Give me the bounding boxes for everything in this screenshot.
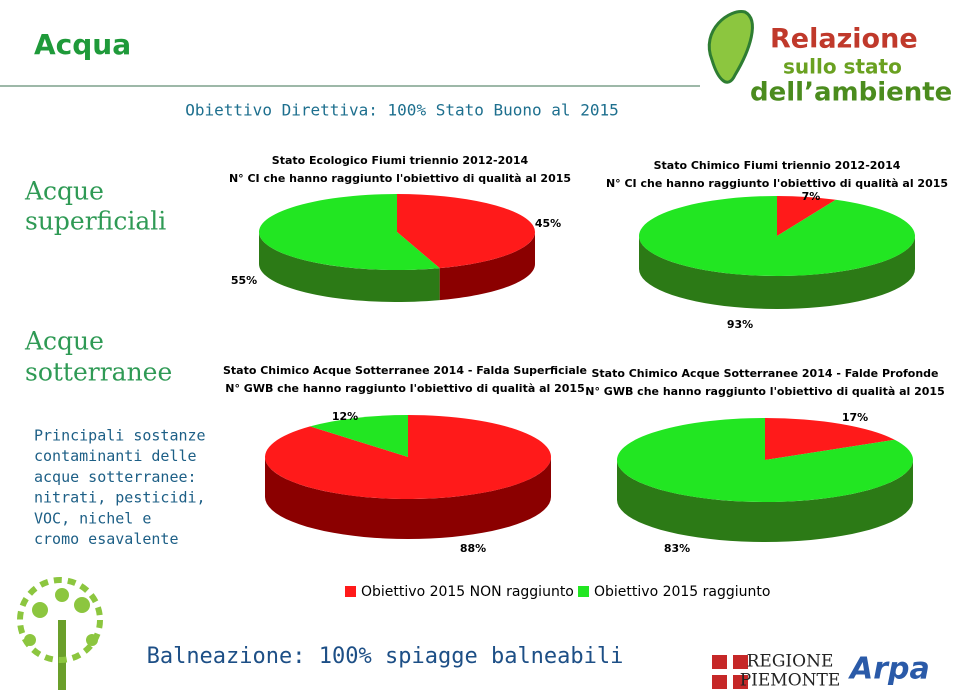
slice-top bbox=[310, 415, 408, 457]
chart-subtitle: N° GWB che hanno raggiunto l'obiettivo d… bbox=[225, 382, 584, 395]
note-line: nitrati, pesticidi, bbox=[34, 489, 206, 507]
value-label: 55% bbox=[231, 274, 257, 287]
slide-title: Acqua bbox=[34, 28, 131, 61]
logo-arpa: Arpa bbox=[848, 652, 930, 687]
logo-region: REGIONE PIEMONTE bbox=[712, 652, 840, 691]
pie-slice bbox=[310, 415, 408, 457]
subtitle: Obiettivo Direttiva: 100% Stato Buono al… bbox=[185, 101, 618, 120]
slice-top bbox=[639, 196, 915, 276]
value-label: 88% bbox=[460, 542, 486, 555]
slice-top bbox=[265, 415, 552, 499]
chart: Stato Ecologico Fiumi triennio 2012-2014… bbox=[229, 154, 571, 302]
slice-side bbox=[259, 232, 440, 302]
value-label: 93% bbox=[727, 318, 753, 331]
logo-text: REGIONE bbox=[747, 652, 834, 672]
pie-slice bbox=[616, 418, 913, 542]
pie-slice bbox=[639, 196, 915, 309]
legend-label: Obiettivo 2015 raggiunto bbox=[594, 584, 770, 600]
legend-swatch bbox=[345, 586, 356, 597]
section-heading: Acque bbox=[24, 177, 104, 206]
logo-text: Relazione bbox=[770, 24, 918, 55]
pie-slice bbox=[258, 194, 440, 302]
slice-side bbox=[617, 460, 913, 542]
chart: Stato Chimico Acque Sotterranee 2014 - F… bbox=[585, 367, 944, 555]
slice-side bbox=[439, 232, 535, 301]
chart-title: Stato Ecologico Fiumi triennio 2012-2014 bbox=[272, 154, 529, 167]
note-line: cromo esavalente bbox=[34, 530, 179, 548]
slice-top bbox=[777, 196, 836, 236]
slice-top bbox=[397, 194, 535, 269]
note-line: VOC, nichel e bbox=[34, 509, 151, 527]
note-line: Principali sostanze bbox=[34, 427, 206, 445]
section-heading: superficiali bbox=[25, 207, 166, 236]
pie-slice bbox=[777, 196, 836, 236]
chart-title: Stato Chimico Acque Sotterranee 2014 - F… bbox=[223, 364, 587, 377]
chart-subtitle: N° CI che hanno raggiunto l'obiettivo di… bbox=[606, 177, 948, 190]
logo: Relazione sullo stato dell’ambiente bbox=[707, 10, 952, 108]
slice-top bbox=[258, 194, 440, 271]
value-label: 45% bbox=[535, 217, 561, 230]
chart-title: Stato Chimico Fiumi triennio 2012-2014 bbox=[654, 159, 901, 172]
legend-swatch bbox=[578, 586, 589, 597]
pie-slice bbox=[265, 415, 552, 539]
value-label: 83% bbox=[664, 542, 690, 555]
legend-label: Obiettivo 2015 NON raggiunto bbox=[361, 584, 574, 600]
value-label: 7% bbox=[802, 190, 821, 203]
slice-side bbox=[265, 457, 551, 539]
logo-text: Arpa bbox=[848, 652, 930, 687]
pie-slice bbox=[765, 418, 895, 460]
pie-slice bbox=[397, 194, 535, 301]
logo-text: sullo stato bbox=[783, 55, 902, 79]
chart: Stato Chimico Acque Sotterranee 2014 - F… bbox=[223, 364, 587, 555]
value-label: 12% bbox=[332, 410, 358, 423]
section-heading: sotterranee bbox=[25, 358, 172, 387]
section-heading: Acque bbox=[24, 327, 104, 356]
logo-text: PIEMONTE bbox=[740, 671, 841, 691]
value-label: 17% bbox=[842, 411, 868, 424]
slice-top bbox=[765, 418, 895, 460]
chart-subtitle: N° GWB che hanno raggiunto l'obiettivo d… bbox=[585, 385, 944, 398]
logo-text: dell’ambiente bbox=[750, 78, 952, 108]
slice-top bbox=[616, 418, 913, 502]
tree-icon bbox=[17, 577, 103, 690]
chart-subtitle: N° CI che hanno raggiunto l'obiettivo di… bbox=[229, 172, 571, 185]
slice-side bbox=[639, 236, 915, 309]
footer-text: Balneazione: 100% spiagge balneabili bbox=[147, 644, 624, 669]
note-line: acque sotterranee: bbox=[34, 468, 197, 486]
note-line: contaminanti delle bbox=[34, 447, 197, 465]
chart-title: Stato Chimico Acque Sotterranee 2014 - F… bbox=[591, 367, 938, 380]
chart: Stato Chimico Fiumi triennio 2012-2014 N°… bbox=[606, 159, 948, 331]
